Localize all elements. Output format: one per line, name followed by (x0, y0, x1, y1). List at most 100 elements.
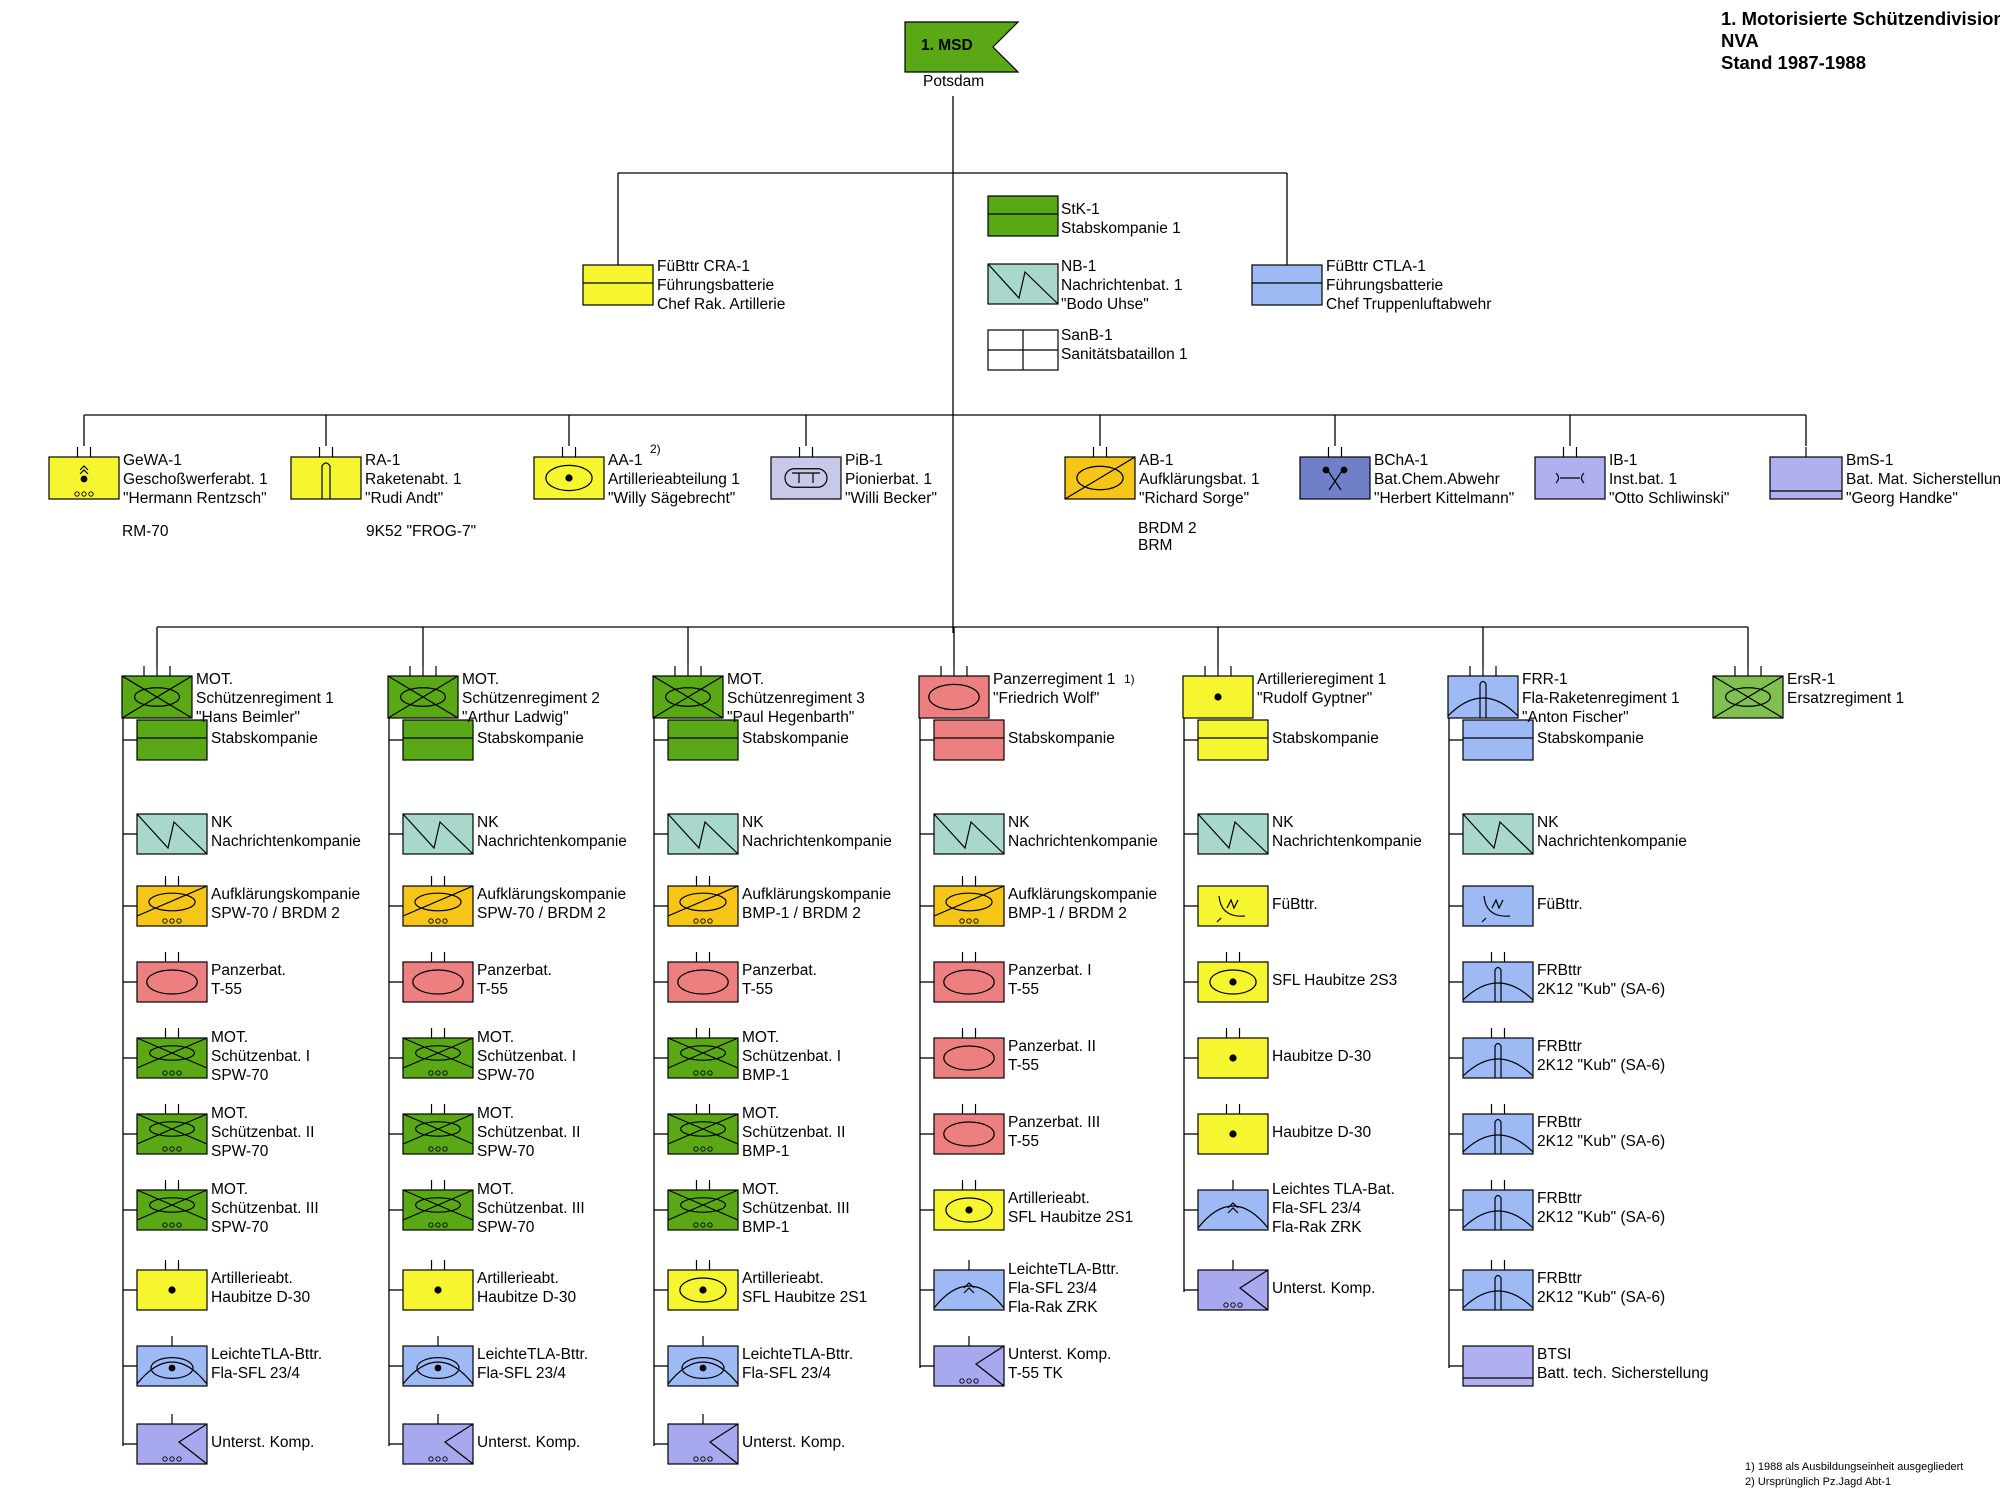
battalion-3-label-line: Pionierbat. 1 (845, 471, 933, 488)
regiment-1-subunit-4-label-line: MOT. (477, 1028, 515, 1046)
hq-unit-sanb (987, 329, 1059, 371)
regiment-0-subunit-8-label-line: LeichteTLA-Bttr. (211, 1346, 323, 1363)
regiment-0-label-line: MOT. (196, 671, 234, 688)
regiment-4-subunit-4-label: Haubitze D-30 (1272, 1047, 1371, 1066)
battalion-0-extra-line: RM-70 (122, 523, 169, 540)
regiment-1-label: MOT. Schützenregiment 2 "Arthur Ladwig" (462, 670, 600, 727)
regiment-5-subunit-0 (1462, 719, 1534, 761)
hq-unit-ctla-label: FüBttr CTLA-1 Führungsbatterie Chef Truppe… (1326, 257, 1491, 314)
regiment-4-subunit-2-label: FüBttr. (1272, 895, 1318, 914)
regiment-0-subunit-2-label-line: SPW-70 / BRDM 2 (211, 905, 340, 922)
regiment-2-subunit-1-label-line: NK (742, 814, 764, 831)
regiment-1-subunit-7-label: Artillerieabt. Haubitze D-30 (477, 1269, 576, 1307)
regiment-0-subunit-6-label: MOT. Schützenbat. III SPW-70 (211, 1180, 319, 1237)
regiment-3-note: 1) (1124, 672, 1135, 686)
regiment-0-label-line: Schützenregiment 1 (196, 690, 334, 707)
regiment-3-subunit-8-label-line: Unterst. Komp. (1008, 1346, 1112, 1363)
regiment-1-subunit-9 (402, 1414, 474, 1465)
regiment-5-subunit-3-label-line: FRBttr (1537, 962, 1582, 979)
regiment-0-subunit-5-label-line: SPW-70 (211, 1142, 269, 1160)
regiment-0-subunit-4 (136, 1028, 208, 1079)
connector-lines (83, 96, 1807, 1446)
battalion-0-label-line: GeWA-1 (123, 452, 182, 469)
regiment-4-subunit-3-label: SFL Haubitze 2S3 (1272, 971, 1397, 990)
regiment-4-subunit-7 (1197, 1260, 1269, 1311)
regiment-2-subunit-5-label-line: Schützenbat. II (742, 1123, 846, 1141)
regiment-0-subunit-2-label: Aufklärungskompanie SPW-70 / BRDM 2 (211, 885, 360, 923)
regiment-2-subunit-7-label-line: Artillerieabt. (742, 1270, 824, 1287)
regiment-4-subunit-6-label-line: Fla-SFL 23/4 (1272, 1199, 1362, 1217)
regiment-2-subunit-6-label-line: Schützenbat. III (742, 1199, 850, 1217)
regiment-1-label-line: Schützenregiment 2 (462, 690, 600, 707)
regiment-2-subunit-6 (667, 1180, 739, 1231)
battalion-4-extra-line: BRDM 2 (1138, 520, 1197, 537)
regiment-0-subunit-7-label-line: Haubitze D-30 (211, 1289, 311, 1306)
regiment-0-subunit-0-label-line: Stabskompanie (211, 729, 318, 747)
regiment-1-subunit-4 (402, 1028, 474, 1079)
regiment-4-label-line: "Rudolf Gyptner" (1257, 690, 1373, 707)
regiment-0-subunit-9-label-line: Unterst. Komp. (211, 1433, 315, 1451)
battalion-0-label-line: Geschoßwerferabt. 1 (123, 471, 268, 488)
regiment-5-subunit-5 (1462, 1104, 1534, 1155)
regiment-3-subunit-4-label: Panzerbat. II T-55 (1008, 1037, 1096, 1075)
hq-unit-ctla-label-line: FüBttr CTLA-1 (1326, 258, 1426, 275)
battalion-3 (770, 447, 842, 500)
regiment-0-subunit-6-label-line: Schützenbat. III (211, 1199, 319, 1217)
regiment-6-label-line: ErsR-1 (1787, 671, 1836, 688)
regiment-1-subunit-1-label-line: Nachrichtenkompanie (477, 833, 627, 850)
regiment-3-subunit-5-label-line: Panzerbat. III (1008, 1114, 1101, 1131)
regiment-2-subunit-4 (667, 1028, 739, 1079)
regiment-3-subunit-0-label-line: Stabskompanie (1008, 729, 1115, 747)
battalion-2-label-line: "Willy Sägebrecht" (608, 490, 736, 507)
regiment-6-label: ErsR-1 Ersatzregiment 1 (1787, 670, 1904, 708)
regiment-0-subunit-0-label: Stabskompanie (211, 729, 318, 748)
regiment-2-subunit-1-label: NK Nachrichtenkompanie (742, 813, 892, 851)
regiment-0-subunit-3-label-line: Panzerbat. (211, 962, 286, 979)
regiment-3-subunit-8-label-line: T-55 TK (1008, 1365, 1063, 1382)
regiment-2-subunit-8 (667, 1336, 739, 1387)
regiment-2-subunit-6-label-line: BMP-1 (742, 1218, 790, 1236)
battalion-5-label-line: "Herbert Kittelmann" (1374, 490, 1515, 507)
regiment-0-subunit-5 (136, 1104, 208, 1155)
battalion-1-extra-line: 9K52 "FROG-7" (366, 523, 477, 540)
regiment-5-subunit-8-label-line: Batt. tech. Sicherstellung (1537, 1365, 1709, 1382)
battalion-5 (1299, 447, 1371, 500)
footnote-1: 1) 1988 als Ausbildungseinheit ausgeglie… (1745, 1461, 1964, 1473)
chart-title: 1. Motorisierte Schützendivision NVA Sta… (1721, 8, 2000, 74)
regiment-3-subunit-7-label-line: Fla-SFL 23/4 (1008, 1279, 1098, 1297)
regiment-5-subunit-6-label-line: FRBttr (1537, 1190, 1582, 1207)
battalion-0-label-line: "Hermann Rentzsch" (123, 490, 267, 507)
battalion-1 (290, 447, 362, 500)
regiment-2 (652, 666, 724, 719)
regiment-3-subunit-8 (933, 1336, 1005, 1387)
regiment-2-label-line: "Paul Hegenbarth" (727, 709, 855, 726)
battalion-4-label-line: "Richard Sorge" (1139, 490, 1250, 507)
regiment-1-subunit-6-label-line: Schützenbat. III (477, 1199, 585, 1217)
battalion-4-extra-line: BRM (1138, 537, 1173, 554)
footnote-2: 2) Ursprünglich Pz.Jagd Abt-1 (1745, 1476, 1892, 1488)
regiment-5-label-line: "Anton Fischer" (1522, 709, 1629, 726)
regiment-4-subunit-3-label-line: SFL Haubitze 2S3 (1272, 971, 1398, 989)
battalion-0-extra: RM-70 (122, 523, 169, 540)
regiment-5-subunit-3 (1462, 952, 1534, 1003)
regiment-1-subunit-3 (402, 952, 474, 1003)
regiment-0-label: MOT. Schützenregiment 1 "Hans Beimler" (196, 670, 334, 727)
regiment-1-subunit-9-label: Unterst. Komp. (477, 1433, 580, 1452)
regiment-0-subunit-8-label-line: Fla-SFL 23/4 (211, 1365, 301, 1382)
regiment-0-subunit-1-label: NK Nachrichtenkompanie (211, 813, 361, 851)
regiment-3-subunit-5-label-line: T-55 (1008, 1133, 1040, 1150)
battalion-4-label-line: AB-1 (1139, 452, 1174, 469)
regiment-4-subunit-6-label-line: Leichtes TLA-Bat. (1272, 1180, 1395, 1198)
regiment-0-subunit-3-label-line: T-55 (211, 981, 243, 998)
regiment-2-subunit-0-label: Stabskompanie (742, 729, 849, 748)
regiment-3-subunit-5-label: Panzerbat. III T-55 (1008, 1113, 1100, 1151)
hq-unit-nb (987, 263, 1059, 305)
regiment-0-subunit-3 (136, 952, 208, 1003)
regiment-5-subunit-3-label-line: 2K12 "Kub" (SA-6) (1537, 981, 1666, 998)
hq-unit-stk-label: StK-1 Stabskompanie 1 (1061, 200, 1181, 238)
regiment-2-subunit-5-label: MOT. Schützenbat. II BMP-1 (742, 1104, 845, 1161)
hq-unit-stk (987, 195, 1059, 237)
battalion-0 (48, 447, 120, 500)
regiment-4-subunit-7-label-line: Unterst. Komp. (1272, 1279, 1376, 1297)
regiment-2-subunit-9 (667, 1414, 739, 1465)
